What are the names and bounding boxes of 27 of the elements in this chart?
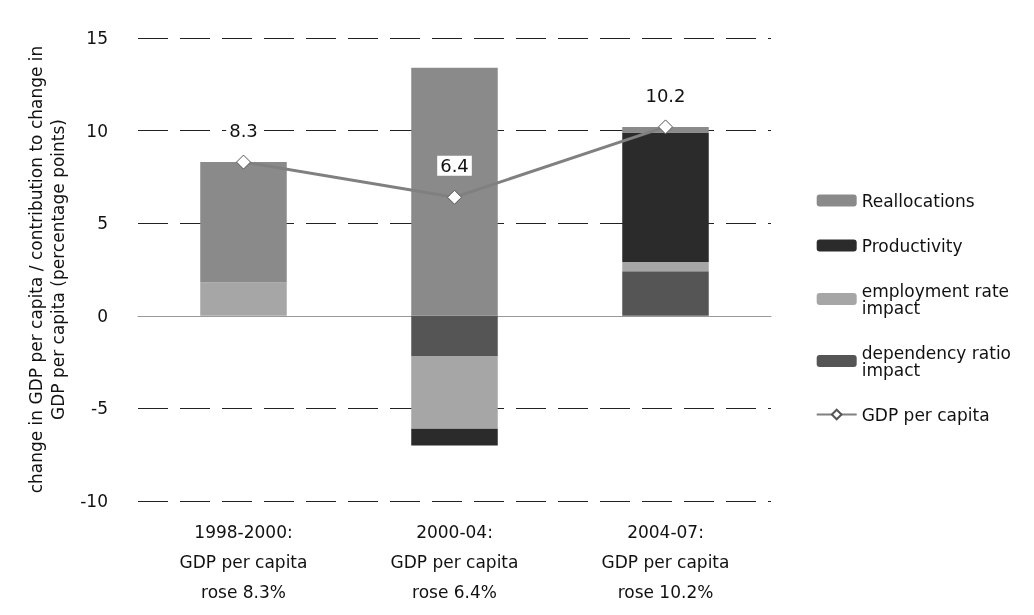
y-tick-label: 15 (86, 28, 108, 48)
point (658, 119, 673, 135)
x-tick-label: 1998-2000: GDP per capita rose 8.3% (179, 522, 308, 602)
legend-label: GDP per capita (861, 404, 990, 425)
bar (411, 315, 498, 357)
bar (411, 356, 498, 429)
y-tick-label: -5 (91, 398, 108, 419)
point (236, 154, 251, 170)
bar (622, 262, 709, 272)
point (447, 189, 462, 205)
x-tick-label: 2004-07: GDP per capita rose 10.2% (601, 522, 730, 602)
bar (411, 428, 498, 446)
legend-label: employment rate impact (861, 280, 1010, 318)
bar (200, 282, 287, 316)
y-tick-label: -10 (80, 491, 108, 511)
y-tick-label: 5 (97, 213, 108, 234)
legend-label: Productivity (861, 235, 963, 256)
legend-label: dependency ratio impact (861, 342, 1012, 380)
y-axis-title: change in GDP per capita / contribution to change in GDP per capita (percentage points) (26, 45, 69, 494)
bar (622, 271, 709, 316)
y-tick-label: 0 (97, 305, 108, 326)
legend-label: Reallocations (861, 190, 975, 211)
y-tick-label: 10 (86, 120, 108, 141)
x-tick-label: 2000-04: GDP per capita rose 6.4% (390, 522, 519, 602)
data-label: 10.2 (645, 84, 686, 106)
data-label: 6.4 (440, 155, 469, 177)
data-label: 8.3 (229, 120, 258, 142)
